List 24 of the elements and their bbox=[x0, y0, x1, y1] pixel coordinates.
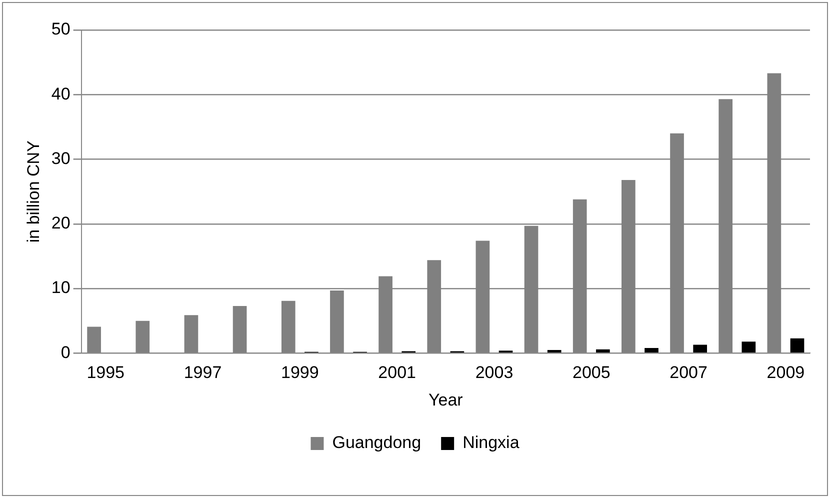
bar bbox=[742, 342, 756, 353]
y-tick-label: 50 bbox=[51, 20, 70, 39]
bar bbox=[693, 344, 708, 353]
bar bbox=[596, 349, 610, 353]
x-tick-label: 1995 bbox=[86, 363, 125, 382]
x-tick-label: 1997 bbox=[184, 363, 222, 382]
bar bbox=[790, 338, 804, 353]
bar bbox=[644, 348, 658, 353]
y-tick-label: 10 bbox=[51, 278, 70, 298]
legend-label: Guangdong bbox=[332, 433, 422, 452]
x-tick-label: 2003 bbox=[475, 363, 514, 382]
x-axis-title: Year bbox=[428, 390, 464, 410]
legend-label: Ningxia bbox=[462, 433, 520, 452]
x-tick-label: 1999 bbox=[281, 363, 319, 382]
y-tick-label: 20 bbox=[51, 214, 70, 233]
bar bbox=[547, 350, 562, 353]
y-tick-label: 0 bbox=[60, 342, 70, 362]
x-tick-label: 2005 bbox=[572, 363, 610, 382]
x-tick-label: 2001 bbox=[378, 363, 416, 382]
y-tick-label: 40 bbox=[51, 84, 70, 104]
x-tick-label: 2009 bbox=[766, 363, 805, 382]
y-axis-title: in billion CNY bbox=[24, 140, 43, 243]
x-tick-label: 2007 bbox=[670, 363, 708, 382]
y-tick-label: 30 bbox=[51, 148, 70, 168]
